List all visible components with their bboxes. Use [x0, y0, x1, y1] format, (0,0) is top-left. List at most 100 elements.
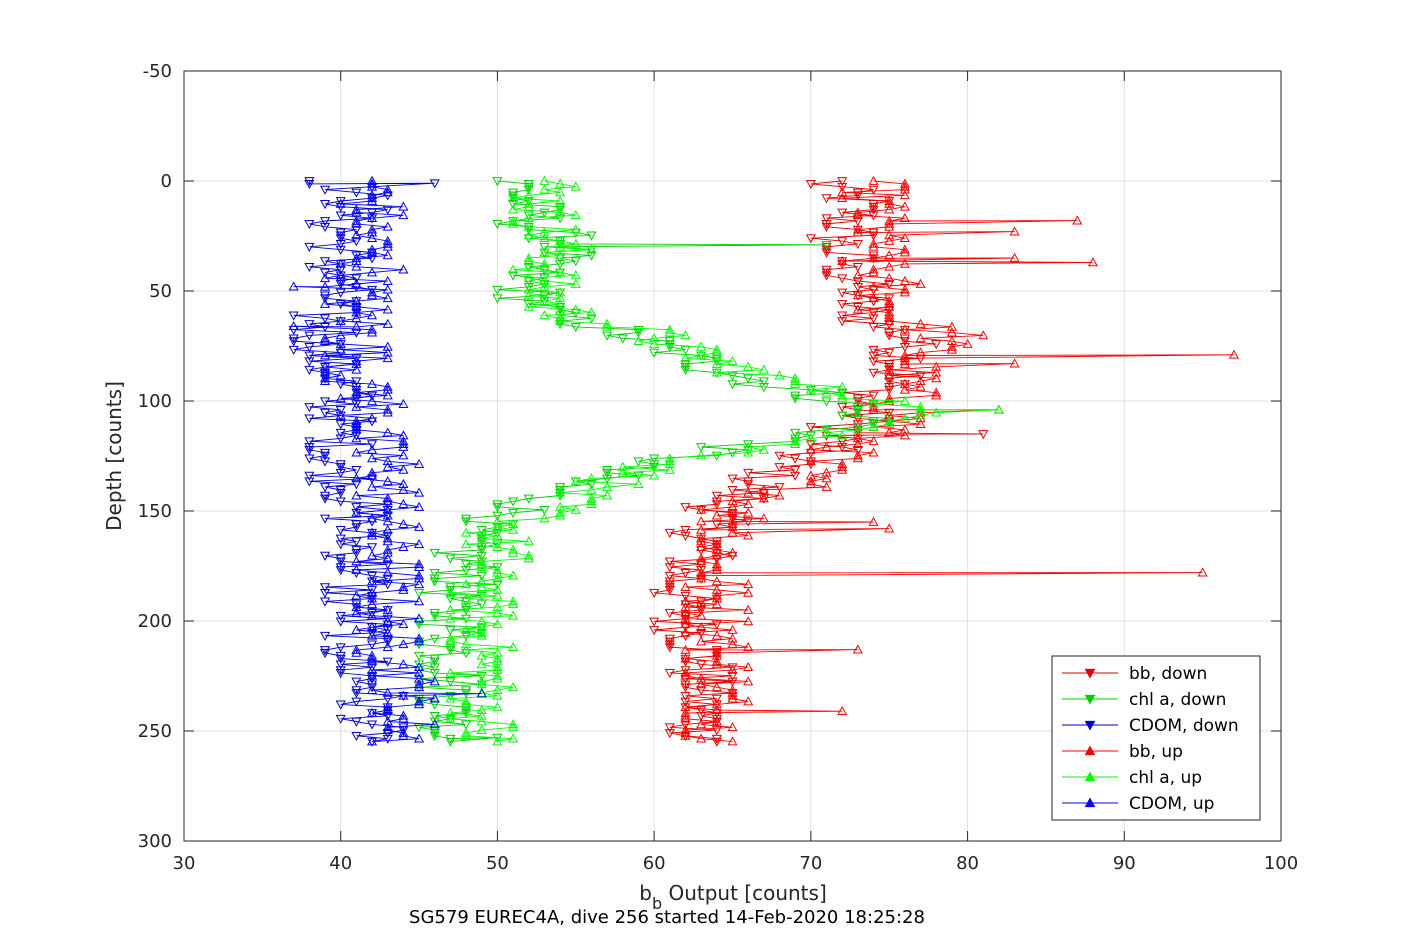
data-point [351, 394, 362, 404]
data-point [382, 407, 393, 417]
legend-marker [1084, 771, 1096, 782]
data-point [319, 257, 331, 267]
data-point [476, 559, 487, 569]
data-point [523, 198, 534, 208]
data-point [649, 588, 660, 599]
data-point [711, 510, 722, 520]
data-point [288, 334, 299, 344]
data-point [414, 679, 425, 689]
data-point [696, 660, 707, 670]
data-point [727, 527, 738, 537]
data-point [711, 357, 722, 367]
data-point [711, 656, 722, 666]
data-point [680, 691, 691, 702]
data-point [743, 447, 754, 457]
data-point [335, 557, 346, 567]
data-point [414, 696, 425, 706]
data-point [335, 258, 346, 268]
data-point [555, 214, 566, 224]
data-point [351, 520, 362, 530]
data-point [884, 418, 895, 428]
data-point [476, 600, 487, 610]
data-point [414, 699, 425, 709]
data-point [351, 237, 362, 247]
data-point [868, 516, 879, 526]
data-point [868, 398, 879, 408]
data-point [899, 284, 910, 294]
data-point [821, 220, 832, 230]
data-point [868, 241, 879, 251]
data-point [367, 571, 378, 581]
data-point [304, 471, 315, 481]
data-point [304, 357, 315, 367]
data-point [899, 178, 910, 188]
data-point [727, 664, 738, 674]
data-point [508, 596, 519, 606]
data-point [884, 416, 895, 426]
data-point [821, 268, 832, 278]
data-point [696, 686, 707, 696]
data-point [382, 634, 393, 644]
data-point [680, 581, 691, 591]
data-point [319, 451, 331, 461]
data-point [445, 587, 456, 597]
data-point [351, 548, 362, 559]
data-point [711, 716, 722, 726]
data-point [711, 714, 722, 724]
data-point [461, 560, 472, 570]
data-point [414, 660, 425, 670]
data-point [805, 478, 816, 489]
data-point [382, 627, 393, 637]
data-point [993, 404, 1004, 414]
data-point [476, 630, 487, 640]
y-tick-label: 250 [138, 721, 172, 742]
data-point [696, 541, 707, 551]
data-point [367, 586, 378, 596]
data-point [696, 610, 707, 620]
data-point [837, 317, 848, 327]
data-point [711, 491, 722, 501]
data-point [837, 192, 848, 203]
data-point [539, 184, 550, 194]
data-point [304, 262, 315, 273]
data-point [555, 483, 566, 493]
data-point [351, 624, 362, 634]
data-point [837, 237, 848, 247]
data-point [461, 614, 472, 624]
data-point [868, 401, 879, 411]
data-point [570, 210, 581, 220]
data-point [586, 498, 597, 509]
data-point [852, 224, 863, 234]
data-point [367, 527, 378, 537]
data-point [758, 377, 769, 387]
data-point [884, 383, 895, 393]
data-point [602, 468, 613, 478]
data-point [664, 528, 675, 539]
data-point [727, 736, 738, 746]
data-point [884, 294, 895, 304]
data-point [492, 607, 503, 617]
data-point [398, 727, 409, 737]
data-point [664, 583, 675, 593]
data-point [696, 573, 707, 583]
data-point [351, 590, 362, 600]
data-point [727, 633, 738, 643]
data-point [696, 621, 707, 632]
data-point [367, 683, 378, 693]
series-layer [288, 175, 1240, 747]
data-point [461, 706, 472, 716]
data-point [367, 378, 378, 388]
data-point [351, 433, 362, 443]
data-point [711, 726, 722, 736]
data-point [414, 538, 425, 549]
data-point [367, 513, 378, 523]
data-point [586, 251, 597, 261]
data-point [492, 503, 503, 513]
data-point [351, 255, 362, 265]
data-point [335, 338, 346, 348]
data-point [915, 354, 926, 364]
data-point [429, 729, 440, 739]
data-point [680, 727, 691, 737]
data-point [429, 577, 440, 587]
data-point [319, 222, 331, 232]
